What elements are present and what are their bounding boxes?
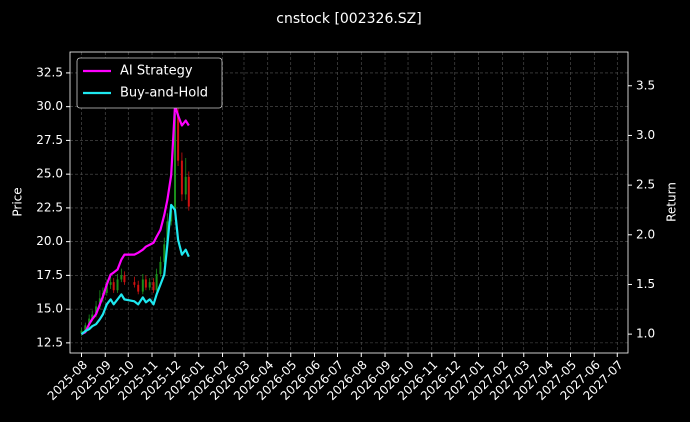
y2-tick-label: 2.5 [636, 178, 655, 192]
candle-body [116, 279, 119, 291]
y-tick-label: 17.5 [36, 268, 63, 282]
legend-label: Buy-and-Hold [120, 86, 208, 101]
line-series [80, 203, 190, 335]
y2-axis-label: Return [665, 182, 679, 222]
candle-body [163, 244, 166, 262]
y2-tick-label: 1.0 [636, 327, 655, 341]
y2-tick-label: 2.0 [636, 227, 655, 241]
y2-tick-label: 1.5 [636, 277, 655, 291]
candle-body [155, 274, 158, 291]
y2-tick-label: 3.5 [636, 78, 655, 92]
plot-frame [69, 51, 629, 354]
chart-title: cnstock [002326.SZ] [276, 11, 421, 27]
y-tick-label: 12.5 [36, 335, 63, 349]
candle-body [152, 282, 155, 291]
y-tick-label: 15.0 [36, 302, 63, 316]
candle-body [112, 282, 115, 291]
candle-body [88, 318, 91, 326]
candle-body [187, 176, 190, 207]
y2-tick-label: 3.0 [636, 128, 655, 142]
y-tick-label: 22.5 [36, 200, 63, 214]
candle-body [109, 282, 112, 285]
candle-body [120, 275, 123, 280]
candle-body [177, 113, 180, 161]
legend: AI Strategy Buy-and-Hold [76, 57, 223, 109]
y-tick-label: 30.0 [36, 99, 63, 113]
candle-body [137, 284, 140, 292]
legend-box [76, 57, 223, 109]
candle-body [144, 279, 147, 288]
y-tick-label: 32.5 [36, 65, 63, 79]
legend-label: AI Strategy [120, 64, 193, 79]
candle-body [159, 261, 162, 275]
y-axis-label: Price [11, 187, 25, 216]
candle-body [166, 221, 169, 245]
y-tick-label: 25.0 [36, 167, 63, 181]
candle-body [91, 314, 94, 319]
candle-body [174, 113, 177, 211]
y-tick-label: 20.0 [36, 234, 63, 248]
candle-body [95, 306, 98, 315]
candle-body [148, 282, 151, 288]
y-tick-label: 27.5 [36, 133, 63, 147]
candle-body [184, 176, 187, 195]
candle-body [123, 275, 126, 283]
candle-body [141, 279, 144, 292]
candle-body [133, 282, 136, 285]
candle-body [84, 325, 87, 331]
candle-body [105, 284, 108, 293]
line-series [80, 104, 190, 336]
candle-body [180, 160, 183, 195]
candle-body [80, 330, 83, 334]
